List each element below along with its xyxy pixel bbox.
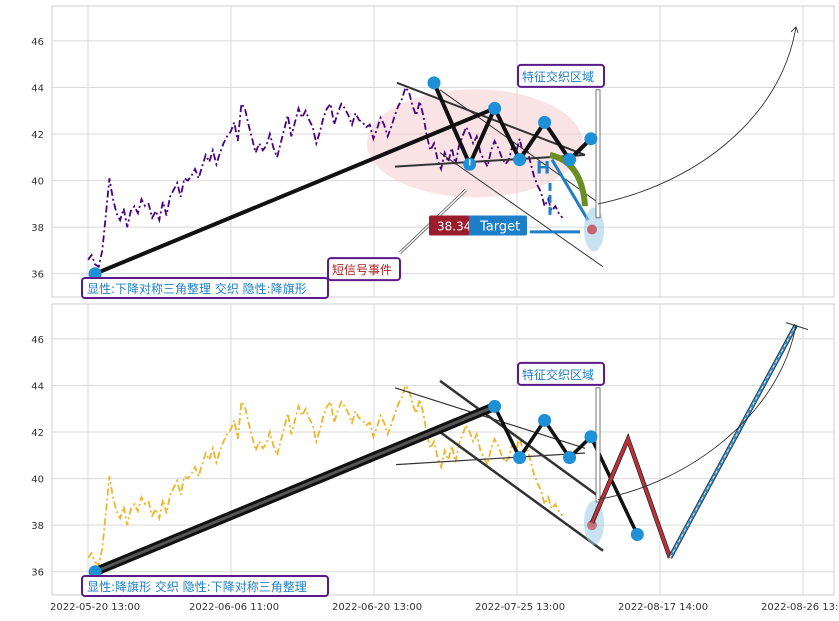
trend-line	[94, 106, 496, 276]
pattern-point	[513, 451, 527, 465]
plot-frame	[51, 303, 835, 596]
trend-line-inner	[94, 405, 496, 574]
price-tag-box	[429, 215, 469, 236]
x-axis: 2022-05-20 13:00 2022-06-06 11:00 2022-06-…	[50, 602, 839, 613]
channel-upper-line	[439, 379, 601, 499]
vertical-marker	[595, 387, 601, 503]
pattern-point	[563, 451, 577, 465]
pattern-point	[427, 76, 441, 90]
channel-upper-line	[439, 89, 601, 205]
pattern-point	[563, 153, 577, 167]
target-label-box	[469, 215, 527, 236]
green-curve-arrow	[549, 152, 588, 207]
pattern-point	[488, 399, 502, 413]
region-ellipse	[367, 89, 583, 198]
pattern-point	[488, 101, 502, 115]
y-tick-label: 36	[31, 568, 44, 579]
pattern-label-box	[81, 575, 329, 597]
top-panel: 36 38 40 42 44 46 H 38.34 Target 短信号事件 特征交织区域显性:下降…	[31, 5, 835, 299]
y-tick-label: 46	[31, 37, 44, 48]
projection-curve	[597, 26, 797, 205]
region-label-box	[517, 361, 605, 386]
x-tick-label: 2022-06-20 13:00	[332, 602, 422, 613]
vertical-marker	[595, 89, 601, 219]
y-tick-label: 46	[31, 335, 44, 346]
y-tick-label: 44	[31, 83, 44, 94]
x-tick-label: 2022-05-20 13:00	[50, 602, 140, 613]
target-label: Target	[479, 220, 520, 235]
projection-cap	[785, 322, 809, 331]
pattern-label: 显性:下降对称三角整理 交织 隐性:降旗形	[87, 281, 307, 296]
pattern-point	[584, 430, 598, 444]
pattern-point	[88, 267, 102, 281]
pattern-point	[584, 132, 598, 146]
y-tick-label: 42	[31, 428, 44, 439]
y-tick-label: 38	[31, 521, 44, 532]
projection-blue-dash	[669, 324, 797, 558]
event-label-box	[327, 257, 401, 282]
y-tick-label: 40	[31, 177, 44, 188]
projection-red-path	[590, 434, 672, 559]
y-tick-label: 38	[31, 223, 44, 234]
triangle-lower-line	[395, 452, 586, 466]
pattern-label: 显性:降旗形 交织 隐性:下降对称三角整理	[87, 579, 307, 594]
price-tag-label: 38.34	[437, 220, 471, 234]
breakout-arrow	[550, 158, 590, 221]
projection-arrowhead	[790, 26, 799, 34]
x-tick-label: 2022-06-06 11:00	[189, 602, 279, 613]
region-label: 特征交织区域	[522, 367, 594, 382]
x-tick-label: 2022-08-17 14:00	[618, 602, 708, 613]
channel-lower-line	[439, 431, 604, 552]
event-label: 短信号事件	[332, 263, 392, 277]
h-label: H	[536, 159, 550, 179]
y-tick-label: 44	[31, 381, 44, 392]
region-label: 特征交织区域	[522, 69, 594, 84]
pattern-point	[538, 115, 552, 129]
channel-lower-line	[439, 152, 604, 268]
y-tick-label: 40	[31, 475, 44, 486]
target-point	[587, 224, 597, 235]
region-label-box	[517, 63, 605, 88]
pattern-label-box	[81, 277, 329, 299]
projection-curve	[597, 324, 797, 500]
pattern-point	[630, 527, 644, 541]
y-tick-label: 36	[31, 270, 44, 281]
x-tick-label: 2022-08-26 13:00	[761, 602, 839, 613]
x-tick-label: 2022-07-25 13:00	[475, 602, 565, 613]
pattern-point	[88, 565, 102, 579]
y-tick-label: 42	[31, 130, 44, 141]
pattern-point	[513, 153, 527, 167]
pattern-point	[538, 413, 552, 427]
